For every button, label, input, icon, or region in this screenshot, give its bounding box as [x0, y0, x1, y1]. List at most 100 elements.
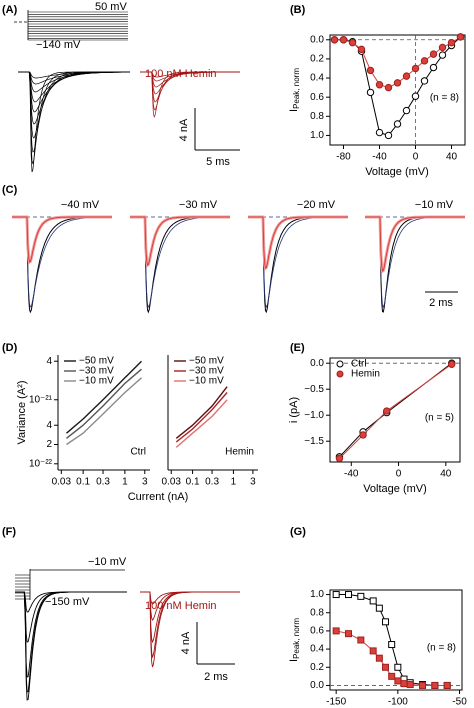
x-tick-label: 0.1	[76, 477, 90, 488]
marker	[393, 79, 402, 87]
x-tick-label: 40	[446, 152, 458, 163]
marker	[448, 360, 456, 368]
marker	[369, 597, 377, 605]
y-tick-label: 0.0	[310, 34, 324, 45]
y-tick-label: 10⁻²¹	[29, 394, 53, 405]
legend-label: −10 mV	[189, 376, 224, 387]
marker	[384, 131, 393, 140]
marker	[388, 641, 396, 649]
marker	[388, 672, 396, 680]
current-trace	[248, 216, 348, 269]
marker	[438, 51, 447, 59]
panel-label: (B)	[290, 4, 306, 16]
y-tick-label: 0.8	[310, 607, 324, 618]
marker	[357, 45, 366, 54]
plot-frame	[329, 34, 466, 146]
series-line	[175, 386, 228, 439]
x-tick-label: 0.1	[186, 477, 200, 488]
marker	[375, 604, 383, 612]
x-tick-label: 0.03	[52, 477, 72, 488]
series-line	[66, 360, 142, 434]
y-tick-label: 0.2	[310, 54, 324, 65]
legend-swatch	[336, 370, 344, 378]
x-tick-label: 0.3	[205, 477, 219, 488]
marker	[393, 120, 402, 128]
voltage-label: −20 mV	[297, 199, 336, 211]
y-tick-label: 4	[46, 420, 52, 431]
y-tick-label: 0.6	[310, 626, 324, 637]
marker	[332, 591, 340, 599]
marker	[375, 128, 384, 137]
marker	[357, 592, 365, 600]
y-axis-label-main: I	[288, 659, 300, 662]
y-axis-label-main: i (pA)	[288, 397, 300, 423]
marker	[330, 36, 339, 44]
marker	[394, 677, 402, 685]
marker	[348, 38, 357, 47]
current-trace	[12, 216, 112, 263]
x-tick-label: -80	[336, 152, 351, 163]
marker	[456, 33, 465, 41]
annotation: (n = 5)	[425, 413, 454, 424]
plot-frame	[329, 357, 461, 463]
y-tick-label: −0.5	[304, 384, 324, 395]
plot-frame	[329, 589, 463, 691]
panel-label: (F)	[2, 526, 16, 538]
y-tick-label: 0.4	[310, 644, 324, 655]
x-tick-label: 0.3	[96, 477, 110, 488]
y-axis-label-sub: Peak, norm	[292, 618, 301, 659]
panel-label: (E)	[290, 342, 305, 354]
y-axis-label: IPeak, norm	[288, 68, 301, 112]
legend-swatch	[336, 360, 344, 368]
legend-label: −30 mV	[79, 366, 114, 377]
x-tick-label: 3	[142, 477, 148, 488]
y-tick-label: 1.0	[310, 130, 324, 141]
y-axis-label: IPeak, norm	[288, 618, 301, 662]
x-tick-label: 40	[440, 469, 452, 480]
legend-label: −50 mV	[79, 356, 114, 367]
annotation: Hemin	[225, 447, 254, 458]
current-trace	[18, 71, 130, 93]
marker	[420, 57, 429, 65]
marker	[429, 63, 438, 72]
marker	[419, 681, 427, 689]
current-trace	[140, 591, 240, 605]
y-tick-label: 0.0	[310, 680, 324, 691]
current-trace	[18, 71, 130, 165]
step-label: −140 mV	[36, 39, 81, 51]
marker	[429, 50, 438, 58]
scale-label: 4 nA	[180, 631, 192, 654]
panel-label: (A)	[2, 4, 18, 16]
y-axis-label: Variance (A²)	[16, 381, 28, 445]
x-tick-label: 1	[231, 477, 237, 488]
current-trace	[130, 216, 230, 266]
series-line	[336, 594, 448, 686]
marker	[345, 630, 353, 638]
y-axis-label-main: Variance (A²)	[16, 381, 28, 445]
y-tick-label: 0.8	[310, 111, 324, 122]
y-tick-label: 0.6	[310, 92, 324, 103]
step-label: −10 mV	[88, 556, 127, 568]
series-line	[66, 368, 142, 439]
marker	[383, 407, 391, 415]
scale-bar	[196, 622, 235, 665]
marker	[332, 627, 340, 635]
marker	[420, 77, 429, 85]
marker	[382, 618, 390, 626]
annotation: Ctrl	[130, 447, 146, 458]
y-tick-label: −1.5	[304, 436, 324, 447]
marker	[375, 81, 384, 89]
x-tick-label: -100	[388, 697, 408, 708]
y-tick-label: 4	[46, 356, 52, 367]
panel-label: (G)	[290, 526, 306, 538]
y-axis-label-main: I	[288, 109, 300, 112]
scale-label: 5 ms	[206, 156, 230, 168]
x-tick-label: 0	[413, 152, 419, 163]
x-tick-label: 0	[396, 469, 402, 480]
series-line	[66, 377, 142, 446]
x-tick-label: -50	[452, 697, 467, 708]
y-tick-label: 1.0	[310, 589, 324, 600]
marker	[447, 38, 456, 47]
y-tick-label: −1.0	[304, 410, 324, 421]
